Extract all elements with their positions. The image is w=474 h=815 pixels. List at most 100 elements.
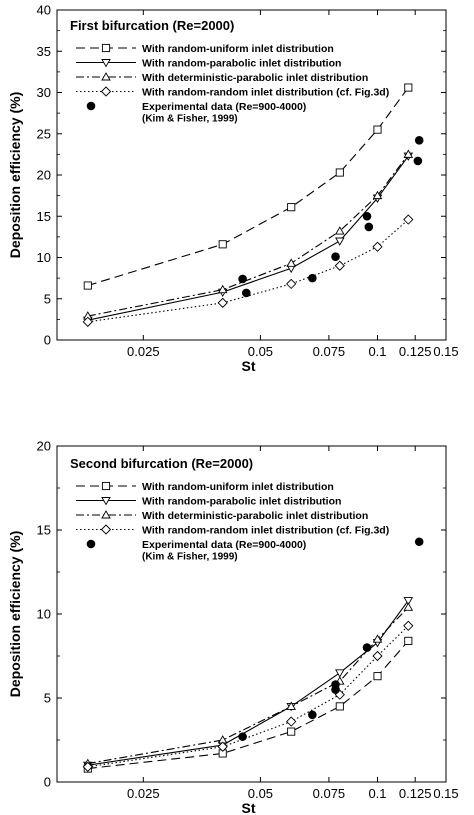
chart-panel-1: 0 5 10 15 20 25 30 35 40 0.025 0.05 0.075 0.1 0.125 0.… xyxy=(7,3,459,375)
data-point xyxy=(372,190,383,200)
y-axis-title: Deposition efficiency (%) xyxy=(7,531,23,697)
legend-marker xyxy=(101,497,111,506)
panel-title: Second bifurcation (Re=2000) xyxy=(70,456,253,471)
legend-entry: With deterministic-parabolic inlet distr… xyxy=(142,510,368,522)
y-tick-label: 25 xyxy=(37,126,51,141)
legend-entry: Experimental data (Re=900-4000) xyxy=(142,101,306,113)
series-line xyxy=(87,606,409,765)
x-tick-label: 0.05 xyxy=(248,344,273,359)
series-4 xyxy=(82,620,414,773)
legend: With random-uniform inlet distribution Wi… xyxy=(76,43,389,125)
x-axis-title: St xyxy=(242,800,256,815)
legend-entry: Experimental data (Re=900-4000) xyxy=(142,539,306,551)
data-point xyxy=(82,316,93,327)
legend-marker xyxy=(86,101,96,111)
data-point xyxy=(287,727,296,736)
data-point xyxy=(362,643,372,652)
series-4 xyxy=(82,214,414,327)
data-point xyxy=(218,240,227,249)
data-point xyxy=(364,222,374,232)
series-line xyxy=(87,219,409,323)
x-tick-label: 0.1 xyxy=(368,344,386,359)
legend-marker xyxy=(101,72,111,81)
y-axis-title: Deposition efficiency (%) xyxy=(7,92,23,258)
legend-note: (Kim & Fisher, 1999) xyxy=(142,552,238,563)
data-point xyxy=(362,211,372,221)
data-point xyxy=(373,672,382,681)
data-point xyxy=(286,701,296,710)
data-point xyxy=(286,278,297,290)
data-point xyxy=(335,237,345,246)
data-point xyxy=(217,284,228,294)
data-point xyxy=(414,537,424,547)
x-tick-label: 0.125 xyxy=(399,786,432,801)
data-point xyxy=(372,650,383,662)
data-point xyxy=(335,669,345,678)
legend-entry: With random-random inlet distribution (c… xyxy=(142,525,389,537)
y-tick-label: 15 xyxy=(37,523,51,538)
legend-marker xyxy=(101,481,111,491)
series-line xyxy=(87,154,409,317)
series-1 xyxy=(83,83,413,290)
x-tick-label: 0.15 xyxy=(433,786,458,801)
data-point xyxy=(404,83,413,92)
data-point xyxy=(287,203,296,212)
data-point xyxy=(413,156,423,166)
data-point xyxy=(331,252,340,261)
y-tick-label: 10 xyxy=(37,607,51,622)
legend-entry: With random-parabolic inlet distribution xyxy=(142,496,341,508)
x-tick-label: 0.125 xyxy=(399,344,432,359)
series-2 xyxy=(83,597,414,771)
data-point xyxy=(403,602,414,611)
series-line xyxy=(87,155,409,321)
series-3 xyxy=(83,602,414,767)
y-tick-label: 35 xyxy=(37,44,51,59)
y-tick-label: 10 xyxy=(37,250,51,265)
series-line xyxy=(87,87,409,287)
data-point xyxy=(372,241,383,252)
data-point xyxy=(308,710,317,720)
data-point xyxy=(403,214,414,225)
data-point xyxy=(403,597,414,606)
data-point xyxy=(308,273,317,283)
data-point xyxy=(82,761,93,773)
series-5 xyxy=(238,136,424,298)
x-tick-label: 0.025 xyxy=(127,344,160,359)
x-tick-label: 0.075 xyxy=(313,786,346,801)
y-tick-label: 5 xyxy=(44,691,51,706)
legend-entry: With random-random inlet distribution (c… xyxy=(142,87,389,99)
legend-marker xyxy=(101,510,111,519)
x-tick-label: 0.025 xyxy=(127,786,160,801)
legend-marker xyxy=(100,524,112,535)
data-point xyxy=(286,716,297,727)
data-point xyxy=(335,702,344,711)
data-point xyxy=(242,288,251,298)
data-point xyxy=(335,168,344,177)
series-1 xyxy=(83,636,413,773)
x-tick-label: 0.075 xyxy=(313,344,346,359)
legend-marker xyxy=(101,59,111,68)
series-line xyxy=(87,640,409,770)
data-point xyxy=(335,226,345,235)
series-line xyxy=(87,600,409,766)
data-point xyxy=(404,636,413,645)
data-point xyxy=(217,297,228,309)
legend: With random-uniform inlet distribution Wi… xyxy=(76,481,389,563)
x-tick-label: 0.1 xyxy=(368,786,386,801)
y-tick-label: 15 xyxy=(37,209,51,224)
legend-marker xyxy=(86,539,96,549)
legend-entry: With random-parabolic inlet distribution xyxy=(142,58,341,70)
x-tick-label: 0.15 xyxy=(433,344,458,359)
legend-entry: With random-uniform inlet distribution xyxy=(142,481,334,493)
y-tick-label: 0 xyxy=(44,775,51,790)
data-point xyxy=(372,634,383,643)
series-line xyxy=(87,625,409,768)
data-point xyxy=(334,260,345,271)
y-tick-label: 30 xyxy=(37,85,51,100)
panel-title: First bifurcation (Re=2000) xyxy=(70,18,234,33)
chart-panel-2: 0 5 10 15 20 0.025 0.05 0.075 0.1 0.125 0.15 St Depo… xyxy=(7,439,459,815)
data-point xyxy=(331,685,340,694)
legend-marker xyxy=(101,43,111,53)
data-point xyxy=(403,149,414,158)
legend-entry: With random-uniform inlet distribution xyxy=(142,43,334,55)
